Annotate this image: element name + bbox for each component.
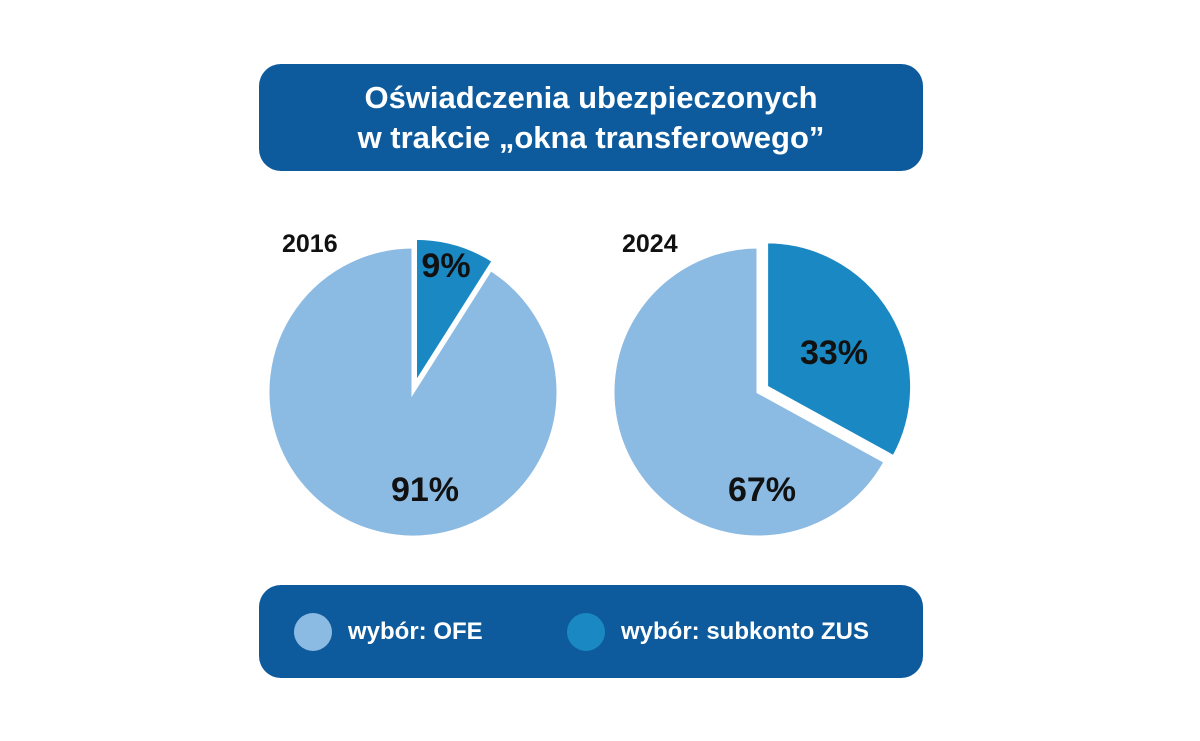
legend: wybór: OFE wybór: subkonto ZUS [259, 585, 923, 678]
chart-title-line-1: Oświadczenia ubezpieczonych [364, 79, 818, 115]
pie-2024-year-label: 2024 [622, 230, 678, 258]
pie-2016-year-label: 2016 [282, 230, 338, 258]
pie-2024-label-subkonto-zus: 33% [800, 334, 868, 372]
legend-item-ofe: wybór: OFE [294, 585, 483, 678]
legend-swatch-ofe [294, 612, 332, 651]
chart-title-banner: Oświadczenia ubezpieczonych w trakcie „o… [259, 64, 923, 171]
legend-label-subkonto-zus: wybór: subkonto ZUS [621, 617, 869, 645]
pie-2024-slice-ofe [611, 245, 888, 539]
pie-2016-label-subkonto-zus: 9% [421, 247, 470, 285]
legend-label-ofe: wybór: OFE [348, 617, 483, 645]
legend-swatch-subkonto-zus [567, 612, 605, 651]
pie-2016-slice-ofe [266, 245, 560, 539]
pie-2016-slice-subkonto-zus [414, 236, 496, 389]
pie-2024-slice-subkonto-zus [765, 240, 914, 459]
legend-item-subkonto-zus: wybór: subkonto ZUS [567, 585, 869, 678]
chart-title-line-2: w trakcie „okna transferowego” [357, 119, 825, 155]
pie-2016-label-ofe: 91% [391, 471, 459, 509]
pie-2024-label-ofe: 67% [728, 471, 796, 509]
